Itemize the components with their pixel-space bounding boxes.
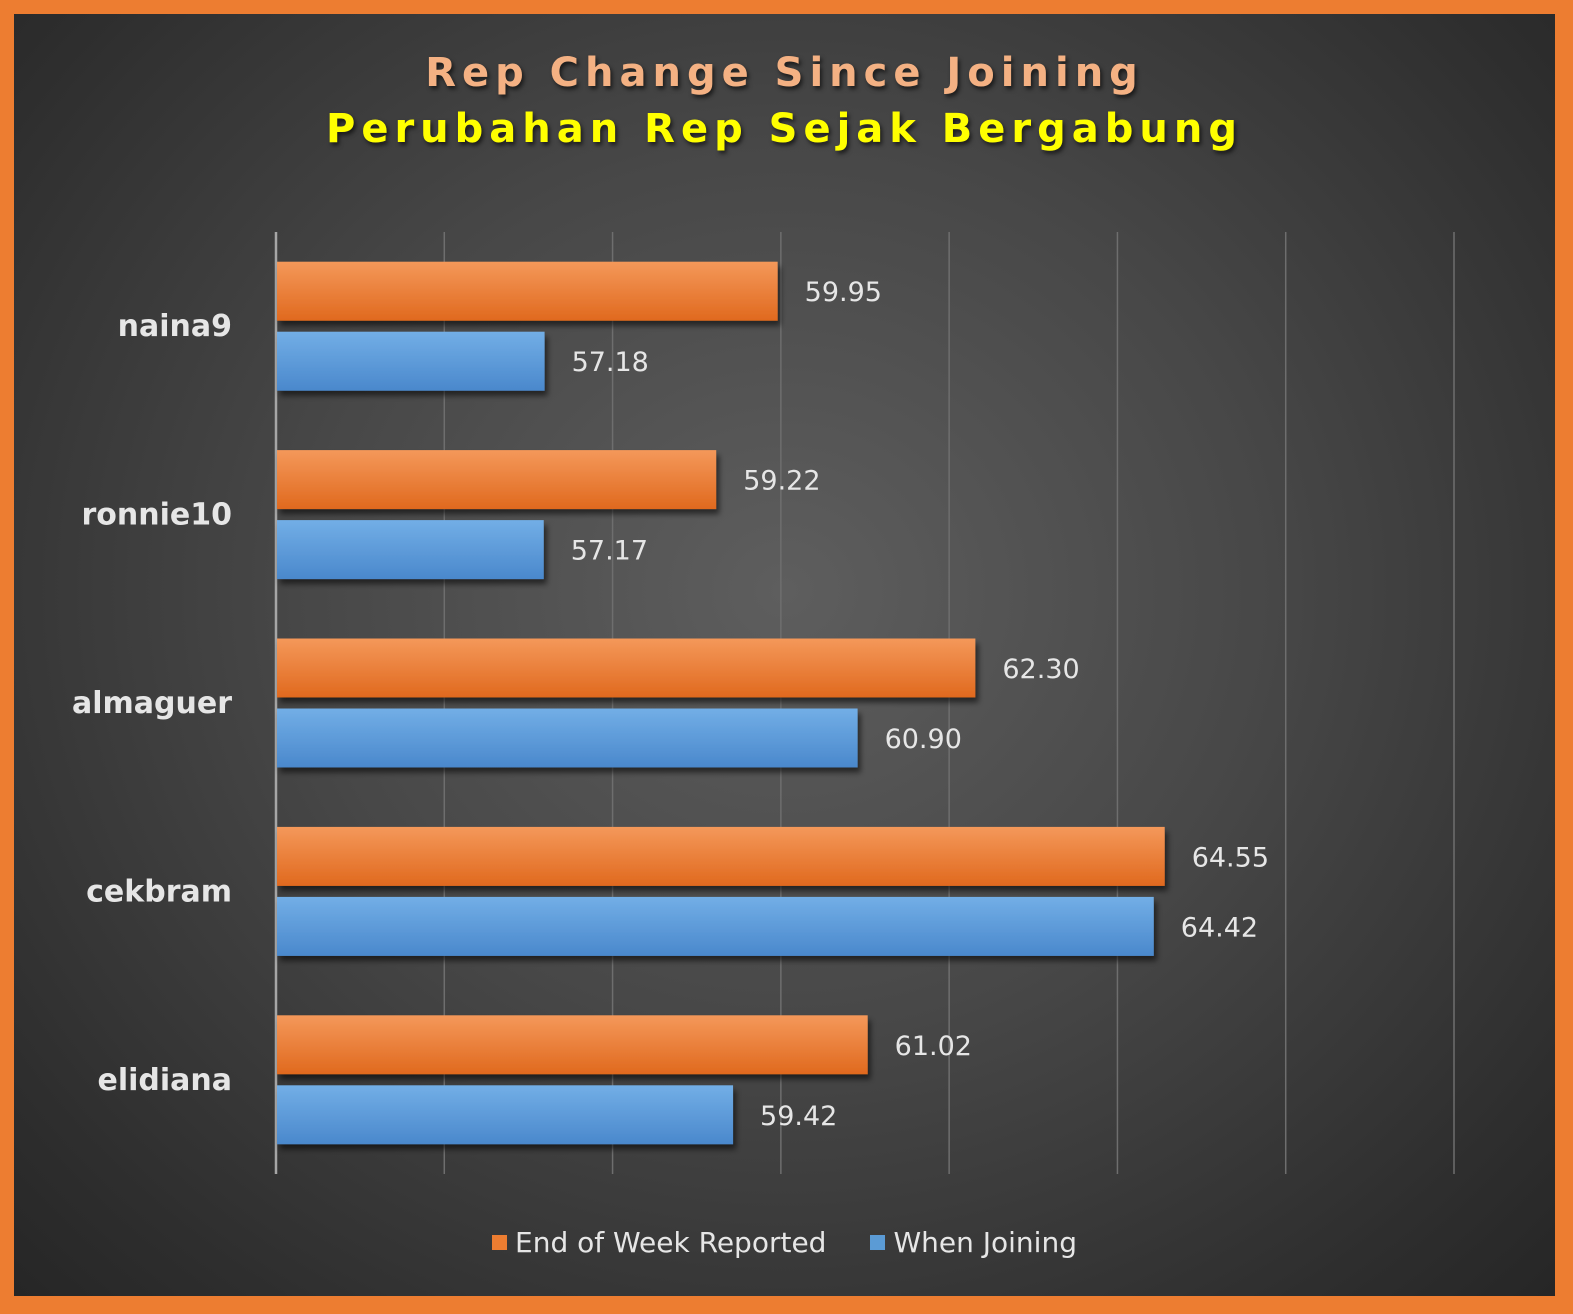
bar	[277, 450, 717, 510]
legend-swatch-orange	[492, 1235, 508, 1250]
data-label: 57.17	[571, 536, 648, 567]
category-label: naina9	[118, 309, 232, 344]
bar	[277, 261, 778, 321]
bar	[277, 331, 545, 391]
bar	[277, 896, 1154, 956]
bar	[277, 826, 1165, 886]
data-label: 64.55	[1192, 842, 1269, 873]
data-label: 59.42	[760, 1101, 837, 1132]
data-label: 59.22	[743, 466, 820, 497]
data-label: 59.95	[805, 277, 882, 308]
bar	[277, 520, 544, 580]
data-label: 60.90	[885, 724, 962, 755]
chart-subtitle: Perubahan Rep Sejak Bergabung	[326, 106, 1243, 152]
legend-label: When Joining	[893, 1226, 1077, 1259]
bar	[277, 1085, 734, 1145]
bar	[277, 708, 858, 768]
bar	[277, 1015, 868, 1075]
bars	[277, 261, 1165, 1145]
data-label: 62.30	[1002, 654, 1079, 685]
legend-item-series-2: When Joining	[870, 1226, 1077, 1259]
legend-label: End of Week Reported	[515, 1226, 827, 1259]
bar	[277, 638, 976, 698]
legend: End of Week Reported When Joining	[14, 1226, 1555, 1259]
bar-chart: 59.95 57.18 59.22 57.17 62.30 60.90 64.55 64.42…	[72, 232, 1455, 1174]
category-labels: naina9 ronnie10 almaguer cekbram elidiana	[72, 309, 232, 1098]
legend-item-series-1: End of Week Reported	[492, 1226, 826, 1259]
value-labels: 59.95 57.18 59.22 57.17 62.30 60.90 64.55 64.42…	[571, 277, 1269, 1132]
category-label: ronnie10	[82, 498, 233, 533]
chart-frame: Rep Change Since Joining Perubahan Rep S…	[14, 14, 1555, 1296]
category-label: cekbram	[86, 874, 232, 909]
data-label: 64.42	[1181, 912, 1258, 943]
chart-title: Rep Change Since Joining	[425, 50, 1144, 96]
data-label: 57.18	[572, 347, 649, 378]
gridlines	[274, 232, 1455, 1174]
legend-swatch-blue	[870, 1235, 886, 1250]
data-label: 61.02	[895, 1031, 972, 1062]
category-label: elidiana	[97, 1063, 232, 1098]
category-label: almaguer	[72, 686, 232, 721]
